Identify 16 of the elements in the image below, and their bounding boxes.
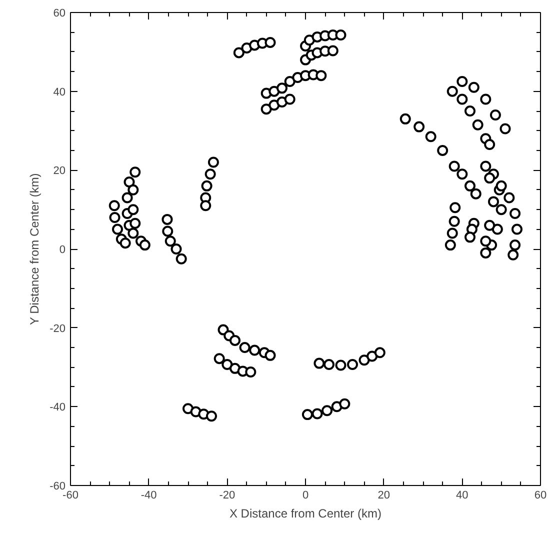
y-axis-title: Y Distance from Center (km) xyxy=(28,173,42,326)
x-tick-label: 0 xyxy=(302,490,309,502)
x-tick-label: 20 xyxy=(378,490,390,502)
y-tick-label: 60 xyxy=(53,8,66,20)
x-tick-label: -40 xyxy=(140,490,157,502)
x-tick-label: -60 xyxy=(62,490,78,502)
x-tick-label: -20 xyxy=(219,490,236,502)
y-tick-label: -40 xyxy=(50,402,66,414)
y-tick-label: -20 xyxy=(50,322,66,335)
y-tick-label: 40 xyxy=(53,86,66,98)
y-tick-label: 20 xyxy=(53,165,66,178)
y-tick-label: -60 xyxy=(50,480,66,492)
x-axis-title: X Distance from Center (km) xyxy=(229,506,382,520)
x-tick-label: 60 xyxy=(534,490,547,502)
y-tick-label: 0 xyxy=(59,244,66,256)
x-tick-label: 40 xyxy=(456,490,468,502)
